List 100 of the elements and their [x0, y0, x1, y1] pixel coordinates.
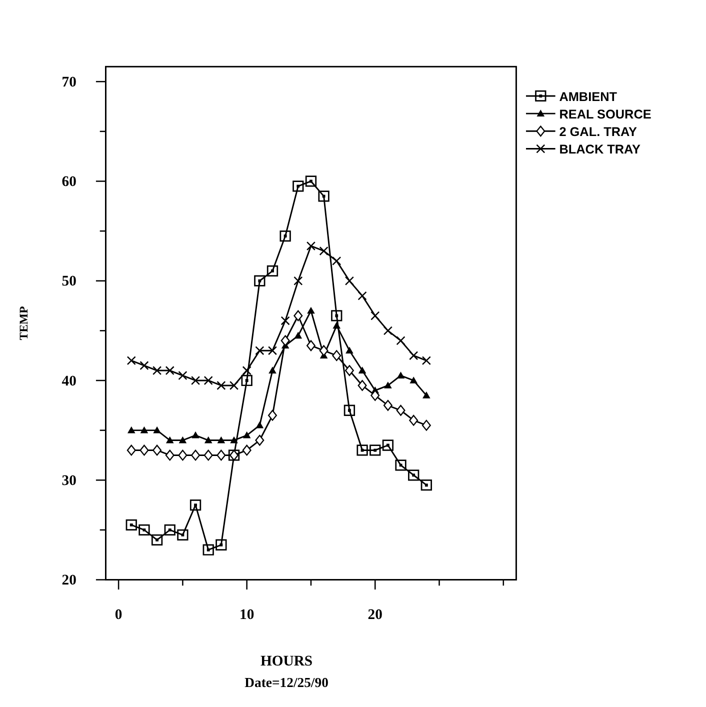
point — [255, 434, 264, 446]
point — [126, 356, 136, 366]
point — [422, 356, 431, 366]
point — [241, 374, 252, 386]
point — [294, 276, 303, 286]
point — [165, 450, 174, 461]
point — [318, 190, 330, 202]
point — [268, 410, 277, 421]
point — [266, 265, 278, 276]
y-tick-label: 40 — [62, 373, 76, 390]
point — [331, 310, 342, 322]
point — [332, 322, 341, 329]
y-tick-label: 30 — [62, 473, 76, 490]
point — [152, 366, 162, 376]
text: Date=12/25/90 — [244, 675, 329, 690]
point — [178, 370, 188, 380]
point — [422, 420, 431, 431]
y-tick-label: 20 — [62, 572, 76, 589]
point — [280, 230, 291, 242]
point — [383, 400, 392, 411]
point — [344, 365, 354, 376]
point — [164, 524, 176, 536]
point — [408, 470, 420, 481]
point — [356, 444, 368, 456]
point — [216, 539, 227, 550]
point — [358, 291, 367, 300]
point — [422, 392, 430, 398]
point — [332, 350, 342, 362]
point — [192, 431, 200, 438]
point — [178, 450, 188, 461]
point — [151, 534, 163, 546]
point — [190, 376, 200, 386]
point — [204, 376, 213, 386]
y-tick-label: 70 — [62, 74, 76, 90]
point — [382, 440, 394, 451]
x-tick-label: 0 — [114, 606, 122, 623]
point — [230, 436, 238, 444]
point — [396, 404, 406, 416]
point — [409, 351, 418, 360]
point — [396, 372, 405, 378]
point — [395, 460, 406, 471]
y-tick-label: 50 — [62, 274, 76, 290]
point — [255, 346, 264, 356]
point — [242, 444, 252, 456]
point — [140, 361, 149, 370]
point — [410, 376, 418, 384]
point — [370, 444, 381, 456]
legend-label: BLACK TRAY — [559, 142, 642, 157]
point — [153, 426, 161, 434]
x-tick-label: 20 — [368, 606, 382, 623]
x-axis-title: HOURS — [260, 654, 313, 670]
point — [202, 544, 214, 556]
point — [420, 480, 432, 491]
point — [216, 380, 226, 390]
point — [294, 310, 303, 322]
point — [216, 450, 226, 461]
point — [396, 336, 406, 346]
point — [280, 316, 290, 326]
point — [165, 366, 174, 376]
point — [344, 276, 354, 286]
point — [166, 436, 174, 444]
point — [204, 436, 212, 444]
legend-label: 2 GAL. TRAY — [559, 125, 638, 140]
point — [140, 444, 149, 456]
point — [319, 246, 328, 256]
point — [294, 332, 302, 339]
point — [177, 529, 188, 540]
point — [138, 524, 150, 536]
point — [306, 241, 316, 251]
point — [152, 444, 162, 456]
y-axis-title: TEMP — [18, 306, 31, 340]
point — [383, 326, 392, 336]
point — [126, 444, 136, 456]
point — [191, 450, 200, 461]
point — [306, 340, 316, 352]
point — [127, 426, 136, 434]
point — [242, 431, 251, 438]
point — [358, 380, 367, 391]
point — [346, 346, 354, 354]
legend-label: REAL SOURCE — [559, 107, 652, 122]
point — [280, 335, 290, 346]
point — [332, 256, 342, 266]
x-tick-label: 10 — [240, 606, 254, 623]
point — [292, 180, 304, 192]
point — [178, 436, 187, 444]
point — [140, 426, 148, 434]
point — [307, 306, 315, 314]
point — [190, 499, 202, 511]
point — [242, 366, 252, 376]
point — [409, 414, 418, 426]
point — [370, 311, 380, 320]
point — [305, 176, 317, 187]
point — [126, 519, 137, 531]
point — [268, 366, 276, 374]
point — [204, 450, 213, 461]
point — [384, 382, 392, 388]
point — [268, 346, 278, 356]
point — [254, 275, 266, 286]
legend-label: AMBIENT — [559, 90, 618, 104]
y-tick-label: 60 — [62, 174, 76, 190]
